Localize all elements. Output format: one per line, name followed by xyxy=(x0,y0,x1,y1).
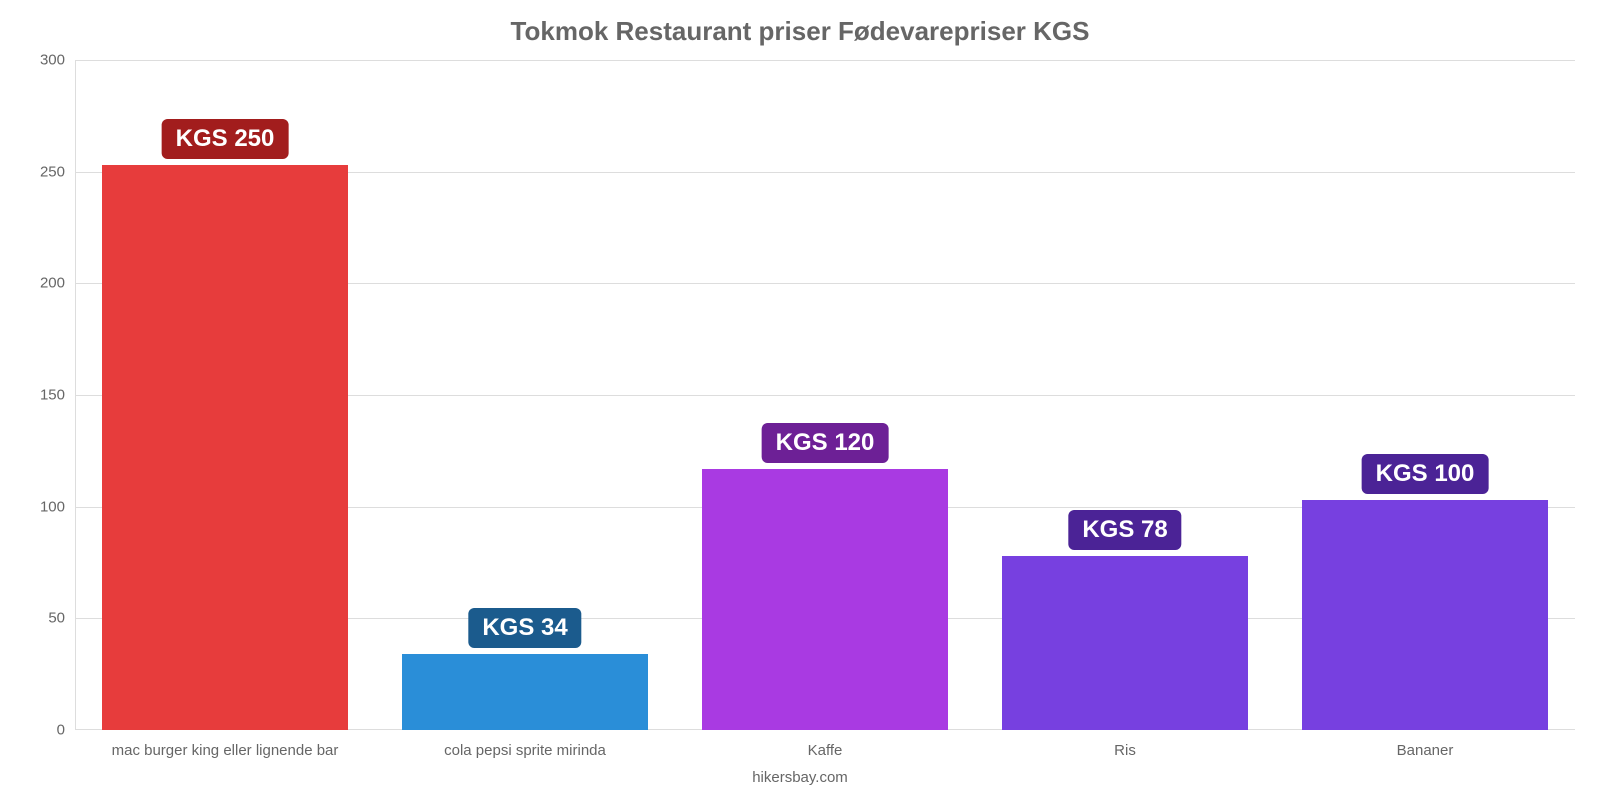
chart-title: Tokmok Restaurant priser Fødevarepriser … xyxy=(0,16,1600,47)
plot-area: 050100150200250300KGS 250mac burger king… xyxy=(75,60,1575,730)
bar-value-label: KGS 120 xyxy=(762,423,889,463)
bar-value-label: KGS 78 xyxy=(1068,510,1181,550)
bar-value-label: KGS 100 xyxy=(1362,454,1489,494)
y-tick-label: 100 xyxy=(40,498,75,515)
y-tick-label: 300 xyxy=(40,52,75,69)
x-tick-label: Bananer xyxy=(1397,730,1454,759)
x-tick-label: cola pepsi sprite mirinda xyxy=(444,730,606,759)
y-tick-label: 250 xyxy=(40,163,75,180)
grid-line xyxy=(75,60,1575,61)
x-tick-label: Ris xyxy=(1114,730,1136,759)
y-tick-label: 150 xyxy=(40,387,75,404)
bar xyxy=(1302,500,1548,730)
bar xyxy=(402,654,648,730)
x-tick-label: Kaffe xyxy=(808,730,843,759)
bar xyxy=(1002,556,1248,730)
bar-value-label: KGS 250 xyxy=(162,119,289,159)
price-bar-chart: Tokmok Restaurant priser Fødevarepriser … xyxy=(0,0,1600,800)
bar xyxy=(102,165,348,730)
y-tick-label: 0 xyxy=(57,722,75,739)
y-tick-label: 200 xyxy=(40,275,75,292)
bar-value-label: KGS 34 xyxy=(468,608,581,648)
y-tick-label: 50 xyxy=(48,610,75,627)
attribution-text: hikersbay.com xyxy=(0,769,1600,786)
x-tick-label: mac burger king eller lignende bar xyxy=(112,730,339,759)
bar xyxy=(702,469,948,730)
